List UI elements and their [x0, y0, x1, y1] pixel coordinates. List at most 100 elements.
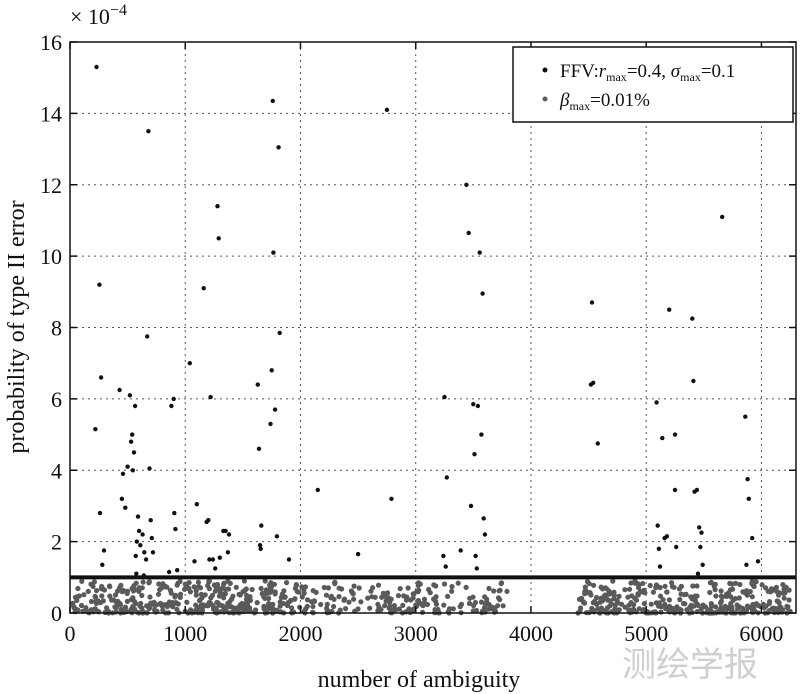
beta-point: [635, 581, 641, 587]
beta-point: [773, 605, 779, 612]
beta-point: [289, 605, 295, 611]
beta-point: [117, 585, 123, 591]
beta-point: [657, 584, 663, 591]
beta-point: [206, 579, 212, 585]
ffv-point: [94, 64, 99, 70]
beta-point: [323, 592, 329, 598]
beta-point: [418, 601, 424, 607]
beta-point: [91, 579, 97, 585]
beta-point: [455, 580, 461, 586]
ffv-point: [140, 532, 145, 537]
beta-point: [128, 606, 134, 612]
beta-point: [500, 603, 506, 609]
beta-point: [196, 584, 202, 590]
beta-point: [177, 578, 183, 585]
beta-point: [635, 591, 641, 597]
beta-point: [233, 584, 239, 590]
beta-point: [341, 597, 347, 603]
beta-point: [198, 591, 204, 597]
beta-point: [78, 602, 85, 609]
ffv-point: [98, 375, 104, 380]
ffv-point: [128, 439, 134, 444]
beta-point: [267, 586, 273, 592]
y-multiplier-label: × 10−4: [70, 2, 127, 29]
beta-point: [350, 591, 356, 597]
beta-point: [133, 600, 139, 607]
beta-point: [259, 591, 265, 597]
beta-point: [625, 594, 631, 600]
beta-point: [606, 591, 612, 597]
beta-point: [590, 600, 596, 606]
beta-point: [491, 588, 497, 594]
ffv-point: [690, 316, 695, 321]
beta-point: [648, 601, 654, 607]
ffv-point: [135, 514, 141, 519]
beta-point: [723, 591, 730, 598]
beta-point: [780, 582, 786, 588]
beta-point: [415, 589, 421, 595]
beta-point: [473, 607, 480, 614]
beta-point: [277, 603, 283, 609]
series-beta-points: [70, 578, 793, 616]
beta-point: [492, 606, 498, 612]
ffv-point: [695, 571, 701, 576]
beta-point: [580, 599, 587, 606]
beta-point: [311, 598, 317, 604]
beta-point: [713, 593, 719, 599]
beta-point: [75, 585, 81, 592]
ffv-point: [444, 475, 449, 480]
ffv-point: [474, 566, 479, 571]
legend-marker-ffv: [542, 67, 548, 73]
ffv-point: [100, 562, 105, 567]
ffv-point: [127, 393, 133, 398]
beta-point: [682, 601, 688, 607]
beta-point: [241, 578, 247, 584]
ffv-point: [475, 403, 481, 409]
series-ffv-points: [93, 64, 761, 578]
beta-point: [777, 604, 783, 610]
beta-point: [175, 601, 181, 607]
beta-point: [483, 602, 489, 608]
ffv-point: [591, 380, 596, 385]
beta-point: [496, 588, 502, 594]
ffv-point: [147, 466, 152, 471]
ffv-point: [743, 414, 748, 419]
beta-point: [331, 603, 337, 610]
y-tick-label-6: 6: [51, 387, 62, 412]
ffv-point: [171, 396, 176, 402]
beta-point: [226, 603, 232, 610]
beta-point: [184, 583, 190, 590]
beta-point: [284, 580, 290, 586]
ffv-point: [667, 307, 672, 312]
legend-entry-ffv: FFV:rmax=0.4, σmax=0.1: [560, 61, 735, 84]
beta-point: [85, 588, 91, 595]
beta-point: [242, 602, 248, 608]
beta-point: [730, 597, 736, 604]
beta-point: [229, 596, 235, 602]
beta-point: [76, 593, 82, 599]
beta-point: [445, 593, 451, 600]
beta-point: [730, 586, 736, 592]
beta-point: [219, 585, 225, 591]
beta-point: [212, 606, 218, 612]
beta-point: [610, 578, 616, 584]
beta-point: [193, 602, 199, 608]
watermark: 测绘学报: [622, 645, 758, 685]
ffv-point: [480, 291, 485, 296]
ffv-point: [674, 544, 679, 550]
ffv-point: [672, 487, 678, 493]
beta-point: [81, 592, 87, 598]
ffv-point: [481, 516, 486, 521]
ffv-point: [166, 569, 172, 575]
beta-point: [786, 597, 792, 603]
y-tick-label-8: 8: [51, 316, 62, 341]
beta-point: [174, 606, 180, 612]
beta-point: [328, 595, 334, 601]
ffv-point: [276, 145, 281, 150]
beta-point: [713, 604, 719, 610]
beta-point: [195, 579, 201, 585]
beta-point: [304, 597, 311, 603]
beta-point: [324, 601, 330, 607]
beta-point: [146, 580, 152, 586]
beta-point: [106, 583, 113, 589]
